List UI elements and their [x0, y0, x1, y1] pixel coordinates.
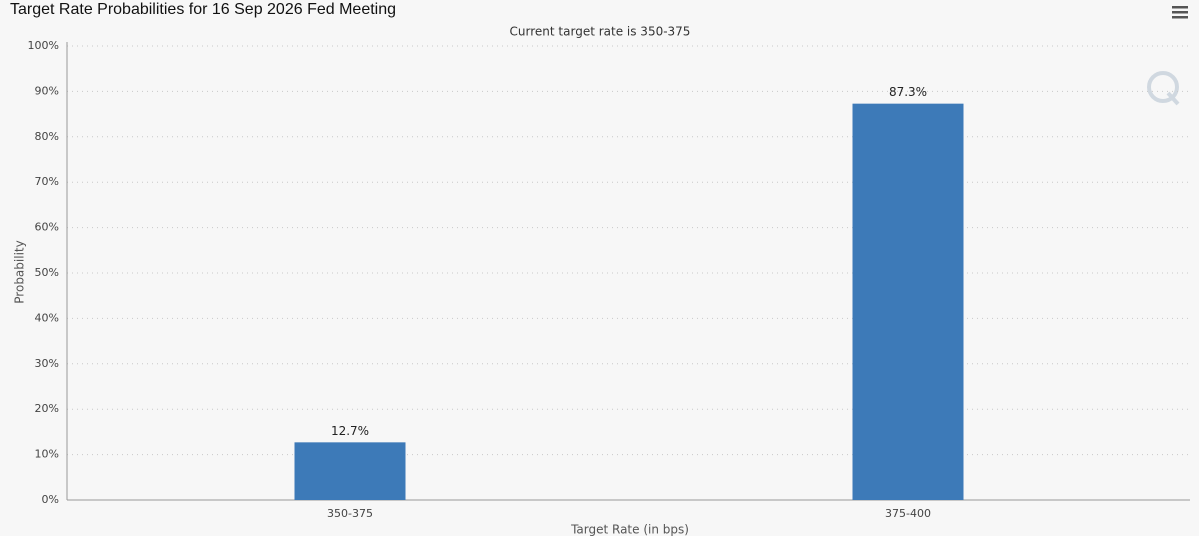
y-tick-label: 100% — [28, 39, 59, 52]
y-tick-label: 10% — [35, 448, 59, 461]
menu-bar — [1172, 11, 1188, 14]
menu-bar — [1172, 6, 1188, 9]
chart-subtitle: Current target rate is 350-375 — [510, 25, 691, 39]
logo-tail — [1166, 91, 1180, 106]
value-label: 87.3% — [889, 85, 927, 99]
y-tick-label: 20% — [35, 402, 59, 415]
chart-title: Target Rate Probabilities for 16 Sep 202… — [10, 1, 396, 18]
y-tick-label: 50% — [35, 266, 59, 279]
watermark-logo — [1147, 71, 1180, 106]
y-tick-label: 70% — [35, 175, 59, 188]
menu-bar — [1172, 16, 1188, 19]
y-tick-label: 40% — [35, 311, 59, 324]
x-axis-title: Target Rate (in bps) — [570, 523, 689, 536]
bar — [852, 103, 964, 501]
bar — [294, 442, 406, 500]
y-tick-label: 90% — [35, 84, 59, 97]
value-label: 12.7% — [331, 424, 369, 438]
y-axis-title: Probability — [13, 240, 27, 303]
y-tick-label: 0% — [42, 493, 59, 506]
logo-ring — [1147, 71, 1179, 103]
x-tick-label: 350-375 — [327, 507, 373, 520]
x-tick-label: 375-400 — [885, 507, 931, 520]
y-tick-label: 30% — [35, 357, 59, 370]
y-tick-label: 80% — [35, 130, 59, 143]
menu-button[interactable] — [1172, 6, 1188, 19]
y-tick-label: 60% — [35, 221, 59, 234]
